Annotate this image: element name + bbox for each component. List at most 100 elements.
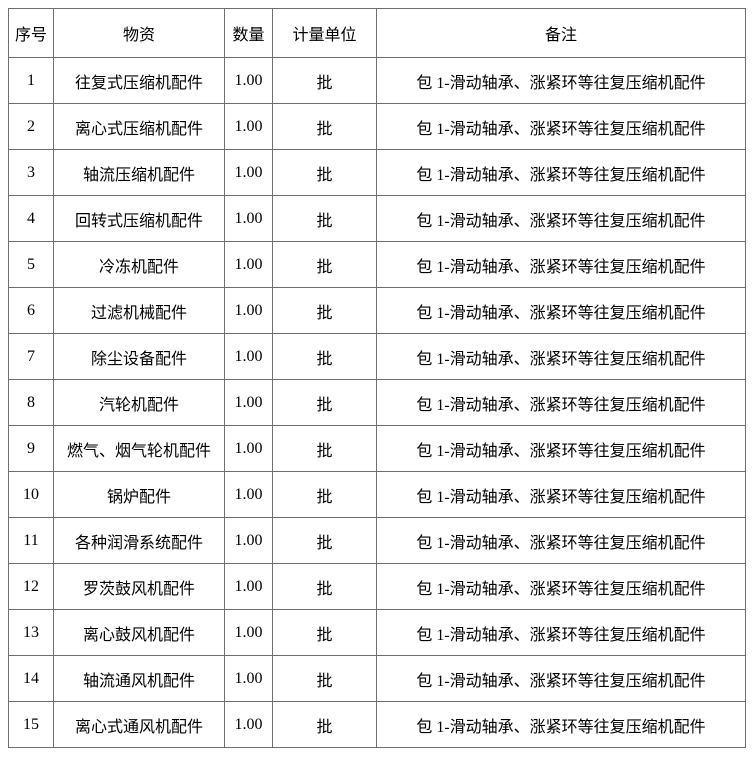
table-row: 13 离心鼓风机配件 1.00 批 包 1-滑动轴承、涨紧环等往复压缩机配件	[8, 609, 746, 656]
table-row: 3 轴流压缩机配件 1.00 批 包 1-滑动轴承、涨紧环等往复压缩机配件	[8, 149, 746, 196]
cell-index: 8	[8, 379, 54, 426]
table-body: 1 往复式压缩机配件 1.00 批 包 1-滑动轴承、涨紧环等往复压缩机配件 2…	[8, 57, 746, 748]
cell-index: 10	[8, 471, 54, 518]
cell-remark: 包 1-滑动轴承、涨紧环等往复压缩机配件	[376, 379, 746, 426]
cell-material: 冷冻机配件	[53, 241, 225, 288]
header-cell-quantity: 数量	[224, 8, 273, 58]
cell-unit: 批	[272, 57, 377, 104]
cell-material: 锅炉配件	[53, 471, 225, 518]
cell-quantity: 1.00	[224, 425, 273, 472]
cell-remark: 包 1-滑动轴承、涨紧环等往复压缩机配件	[376, 287, 746, 334]
cell-remark: 包 1-滑动轴承、涨紧环等往复压缩机配件	[376, 241, 746, 288]
cell-remark: 包 1-滑动轴承、涨紧环等往复压缩机配件	[376, 195, 746, 242]
materials-table: 序号 物资 数量 计量单位 备注 1 往复式压缩机配件 1.00 批 包 1-滑…	[8, 8, 746, 748]
cell-index: 6	[8, 287, 54, 334]
table-row: 8 汽轮机配件 1.00 批 包 1-滑动轴承、涨紧环等往复压缩机配件	[8, 379, 746, 426]
cell-remark: 包 1-滑动轴承、涨紧环等往复压缩机配件	[376, 425, 746, 472]
cell-unit: 批	[272, 103, 377, 150]
cell-remark: 包 1-滑动轴承、涨紧环等往复压缩机配件	[376, 655, 746, 702]
table-row: 11 各种润滑系统配件 1.00 批 包 1-滑动轴承、涨紧环等往复压缩机配件	[8, 517, 746, 564]
cell-material: 离心式压缩机配件	[53, 103, 225, 150]
cell-remark: 包 1-滑动轴承、涨紧环等往复压缩机配件	[376, 517, 746, 564]
table-row: 10 锅炉配件 1.00 批 包 1-滑动轴承、涨紧环等往复压缩机配件	[8, 471, 746, 518]
table-row: 1 往复式压缩机配件 1.00 批 包 1-滑动轴承、涨紧环等往复压缩机配件	[8, 57, 746, 104]
cell-remark: 包 1-滑动轴承、涨紧环等往复压缩机配件	[376, 563, 746, 610]
cell-unit: 批	[272, 609, 377, 656]
cell-material: 各种润滑系统配件	[53, 517, 225, 564]
table-row: 5 冷冻机配件 1.00 批 包 1-滑动轴承、涨紧环等往复压缩机配件	[8, 241, 746, 288]
table-row: 14 轴流通风机配件 1.00 批 包 1-滑动轴承、涨紧环等往复压缩机配件	[8, 655, 746, 702]
cell-material: 往复式压缩机配件	[53, 57, 225, 104]
cell-material: 燃气、烟气轮机配件	[53, 425, 225, 472]
cell-index: 11	[8, 517, 54, 564]
cell-remark: 包 1-滑动轴承、涨紧环等往复压缩机配件	[376, 471, 746, 518]
table-row: 9 燃气、烟气轮机配件 1.00 批 包 1-滑动轴承、涨紧环等往复压缩机配件	[8, 425, 746, 472]
cell-material: 过滤机械配件	[53, 287, 225, 334]
header-cell-index: 序号	[8, 8, 54, 58]
cell-unit: 批	[272, 655, 377, 702]
cell-material: 轴流通风机配件	[53, 655, 225, 702]
cell-unit: 批	[272, 241, 377, 288]
table-header: 序号 物资 数量 计量单位 备注	[8, 8, 746, 58]
cell-index: 9	[8, 425, 54, 472]
cell-quantity: 1.00	[224, 609, 273, 656]
cell-index: 1	[8, 57, 54, 104]
cell-material: 离心式通风机配件	[53, 701, 225, 748]
header-cell-unit: 计量单位	[272, 8, 377, 58]
cell-index: 4	[8, 195, 54, 242]
cell-material: 轴流压缩机配件	[53, 149, 225, 196]
cell-unit: 批	[272, 471, 377, 518]
header-cell-remark: 备注	[376, 8, 746, 58]
cell-material: 罗茨鼓风机配件	[53, 563, 225, 610]
table-row: 2 离心式压缩机配件 1.00 批 包 1-滑动轴承、涨紧环等往复压缩机配件	[8, 103, 746, 150]
cell-remark: 包 1-滑动轴承、涨紧环等往复压缩机配件	[376, 149, 746, 196]
cell-quantity: 1.00	[224, 103, 273, 150]
cell-index: 3	[8, 149, 54, 196]
header-cell-material: 物资	[53, 8, 225, 58]
cell-material: 离心鼓风机配件	[53, 609, 225, 656]
cell-index: 15	[8, 701, 54, 748]
cell-material: 除尘设备配件	[53, 333, 225, 380]
cell-material: 回转式压缩机配件	[53, 195, 225, 242]
cell-quantity: 1.00	[224, 563, 273, 610]
cell-quantity: 1.00	[224, 241, 273, 288]
table-row: 12 罗茨鼓风机配件 1.00 批 包 1-滑动轴承、涨紧环等往复压缩机配件	[8, 563, 746, 610]
cell-remark: 包 1-滑动轴承、涨紧环等往复压缩机配件	[376, 103, 746, 150]
cell-material: 汽轮机配件	[53, 379, 225, 426]
cell-unit: 批	[272, 425, 377, 472]
cell-quantity: 1.00	[224, 287, 273, 334]
cell-unit: 批	[272, 563, 377, 610]
header-row: 序号 物资 数量 计量单位 备注	[8, 8, 746, 58]
cell-remark: 包 1-滑动轴承、涨紧环等往复压缩机配件	[376, 701, 746, 748]
cell-unit: 批	[272, 195, 377, 242]
cell-unit: 批	[272, 287, 377, 334]
cell-quantity: 1.00	[224, 149, 273, 196]
table-row: 4 回转式压缩机配件 1.00 批 包 1-滑动轴承、涨紧环等往复压缩机配件	[8, 195, 746, 242]
cell-unit: 批	[272, 379, 377, 426]
cell-quantity: 1.00	[224, 471, 273, 518]
cell-quantity: 1.00	[224, 57, 273, 104]
cell-quantity: 1.00	[224, 701, 273, 748]
cell-remark: 包 1-滑动轴承、涨紧环等往复压缩机配件	[376, 333, 746, 380]
cell-index: 7	[8, 333, 54, 380]
cell-quantity: 1.00	[224, 333, 273, 380]
cell-quantity: 1.00	[224, 517, 273, 564]
cell-index: 12	[8, 563, 54, 610]
cell-index: 2	[8, 103, 54, 150]
table-row: 15 离心式通风机配件 1.00 批 包 1-滑动轴承、涨紧环等往复压缩机配件	[8, 701, 746, 748]
table-row: 6 过滤机械配件 1.00 批 包 1-滑动轴承、涨紧环等往复压缩机配件	[8, 287, 746, 334]
cell-quantity: 1.00	[224, 195, 273, 242]
cell-index: 5	[8, 241, 54, 288]
table-row: 7 除尘设备配件 1.00 批 包 1-滑动轴承、涨紧环等往复压缩机配件	[8, 333, 746, 380]
cell-unit: 批	[272, 517, 377, 564]
cell-index: 14	[8, 655, 54, 702]
cell-quantity: 1.00	[224, 379, 273, 426]
cell-unit: 批	[272, 149, 377, 196]
cell-unit: 批	[272, 701, 377, 748]
cell-quantity: 1.00	[224, 655, 273, 702]
cell-index: 13	[8, 609, 54, 656]
cell-unit: 批	[272, 333, 377, 380]
cell-remark: 包 1-滑动轴承、涨紧环等往复压缩机配件	[376, 609, 746, 656]
cell-remark: 包 1-滑动轴承、涨紧环等往复压缩机配件	[376, 57, 746, 104]
